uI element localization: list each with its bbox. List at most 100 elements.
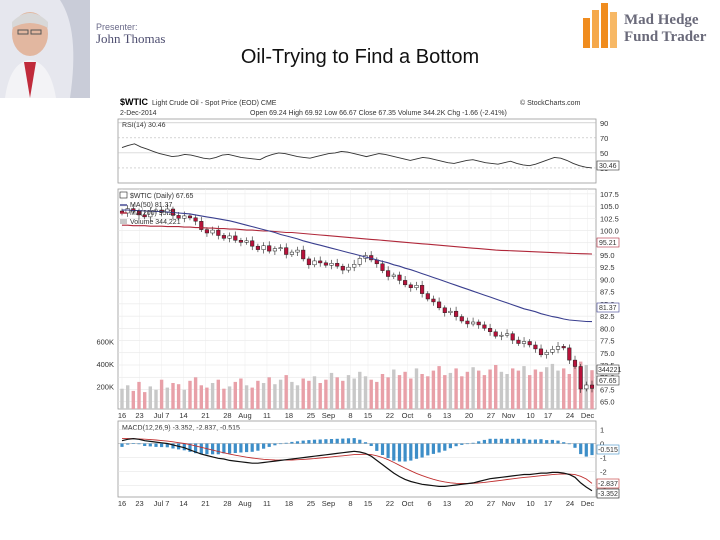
volume-bar — [256, 380, 260, 409]
ma50-line — [122, 209, 593, 323]
legend-ma200: MA(200) 95.21 — [130, 210, 176, 217]
candle-body — [255, 245, 260, 250]
volume-bar — [267, 377, 271, 409]
price-tick-label: 77.5 — [600, 337, 615, 346]
volume-bar — [420, 374, 424, 409]
price-tick-label: 67.5 — [600, 385, 615, 394]
candle-body — [493, 331, 498, 337]
macd-histogram-bar — [307, 440, 311, 444]
candle-body — [312, 260, 317, 266]
candle-body — [476, 321, 481, 326]
volume-bar — [193, 377, 198, 409]
candle-body — [425, 293, 430, 300]
volume-bar — [409, 378, 413, 409]
macd-histogram-bar — [171, 443, 175, 449]
x-axis-label: 8 — [348, 411, 352, 420]
candle-body — [199, 221, 204, 230]
ma50-value-label: 81.37 — [599, 305, 617, 312]
candle-body — [567, 347, 572, 361]
volume-bar — [465, 371, 470, 409]
macd-hist-value-box — [596, 444, 620, 455]
page-curl-decoration — [60, 0, 90, 98]
candle-body — [318, 260, 323, 264]
volume-bar — [545, 367, 549, 409]
presenter-block: Presenter: John Thomas — [0, 0, 165, 98]
volume-bar — [499, 371, 504, 409]
x-axis-label: 15 — [364, 499, 372, 508]
candle-body — [204, 229, 209, 234]
volume-bar — [562, 368, 566, 409]
volume-bar — [488, 369, 492, 409]
x-axis-label: 20 — [465, 499, 473, 508]
brand-line-2: Fund Trader — [624, 29, 707, 45]
macd-histogram-bar — [211, 443, 215, 455]
macd-histogram-bar — [245, 443, 249, 453]
x-axis-label: 11 — [263, 499, 271, 508]
candle-body — [578, 366, 583, 390]
candle-body — [306, 258, 311, 266]
volume-bar — [397, 375, 402, 409]
rsi-tick-label: 70 — [600, 134, 608, 143]
candle-body — [488, 328, 493, 332]
volume-bar — [431, 370, 436, 409]
legend-ma50: MA(50) 81.37 — [130, 202, 173, 209]
macd-histogram-bar — [454, 443, 458, 447]
ma200-line — [122, 224, 593, 255]
macd-line — [121, 437, 593, 492]
candle-body — [386, 270, 391, 277]
macd-histogram-bar — [160, 443, 164, 448]
macd-histogram-bar — [414, 443, 419, 459]
candle-body — [397, 274, 402, 281]
volume-bar — [539, 371, 543, 409]
macd-histogram-bar — [341, 438, 345, 444]
chart-quote-line: Open 69.24 High 69.92 Low 66.67 Close 67… — [250, 110, 507, 117]
macd-histogram-bar — [516, 438, 520, 444]
volume-bar — [550, 363, 555, 409]
macd-signal-value-label: -2.837 — [598, 481, 618, 488]
price-tick-label: 82.5 — [600, 312, 615, 321]
candle-body — [267, 245, 272, 252]
candle-body — [221, 235, 226, 239]
volume-bar — [318, 383, 322, 409]
ma200-value-label: 95.21 — [599, 240, 617, 247]
macd-histogram-bar — [409, 443, 413, 461]
close-value-box — [596, 375, 620, 386]
x-axis-label: 10 — [526, 499, 534, 508]
volume-bar — [131, 390, 135, 409]
candle-body — [505, 333, 510, 336]
x-axis-label: 6 — [427, 411, 431, 420]
volume-bar — [312, 376, 317, 409]
volume-bar — [380, 374, 385, 409]
candle-body — [289, 251, 294, 255]
candle-body — [516, 339, 521, 344]
volume-bar — [227, 386, 232, 409]
chart-header-line-1: Light Crude Oil - Spot Price (EOD) CME — [152, 100, 277, 107]
chart-source: © StockCharts.com — [520, 99, 581, 107]
volume-bar — [454, 368, 458, 409]
price-legend: $WTIC (Daily) 67.65 MA(50) 81.37 MA(200)… — [119, 191, 194, 226]
x-axis-label: 22 — [386, 499, 394, 508]
candle-body — [323, 262, 328, 266]
volume-bar — [137, 381, 141, 409]
volume-bar — [120, 388, 124, 409]
macd-histogram-bar — [550, 439, 554, 444]
macd-hist-value-label: -0.515 — [598, 447, 618, 454]
candle-body — [176, 215, 181, 219]
volume-bar — [261, 383, 266, 409]
volume-bar — [448, 372, 453, 409]
macd-histogram-bar — [590, 443, 594, 456]
chart-header-line-2: 2-Dec-2014 — [120, 110, 157, 117]
candle-body — [471, 321, 476, 325]
macd-histogram-bar — [448, 443, 452, 449]
volume-bar — [341, 380, 345, 409]
rsi-panel — [117, 118, 597, 184]
x-axis-label: Oct — [402, 411, 415, 420]
candle-body — [284, 247, 289, 255]
price-tick-label: 95.0 — [600, 251, 615, 260]
logo-bar-1 — [583, 18, 590, 48]
macd-histogram-bar — [126, 443, 130, 445]
macd-histogram-bar — [233, 443, 237, 453]
volume-value-label: 344221 — [598, 367, 621, 374]
volume-bar — [239, 378, 243, 409]
